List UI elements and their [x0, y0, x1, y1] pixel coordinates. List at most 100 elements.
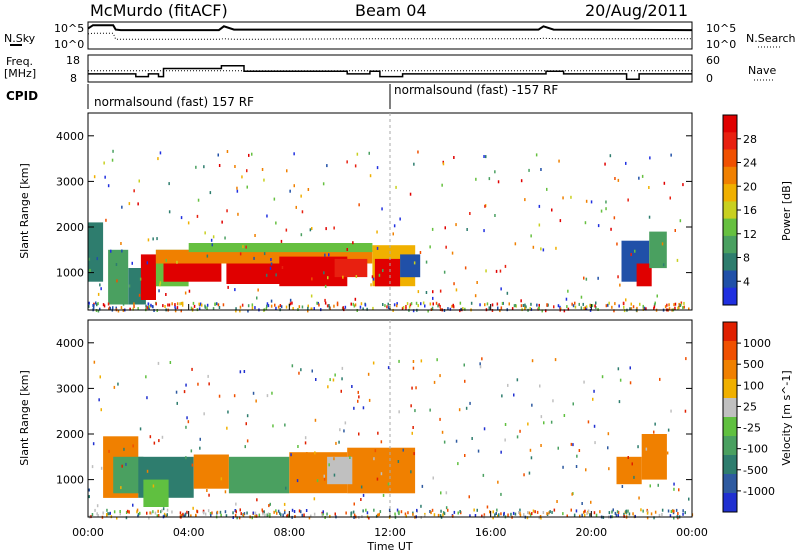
power-speckle — [139, 277, 142, 281]
velocity-ground-scatter — [507, 513, 509, 517]
power-ground-scatter — [336, 303, 339, 307]
velocity-ground-scatter — [492, 510, 494, 514]
velocity-xtick-label: 00:00 — [676, 526, 708, 539]
power-ground-scatter — [497, 306, 499, 310]
power-ground-scatter — [642, 304, 644, 308]
power-speckle — [500, 287, 502, 291]
velocity-speckle — [199, 437, 201, 441]
power-speckle — [120, 242, 122, 245]
nave-tick-top: 60 — [706, 54, 720, 67]
power-ground-scatter — [336, 301, 339, 305]
power-speckle — [269, 266, 272, 270]
power-ground-scatter — [402, 306, 405, 309]
power-ground-scatter — [352, 302, 354, 306]
power-speckle — [580, 295, 583, 299]
velocity-ground-scatter — [368, 516, 370, 520]
power-speckle — [224, 236, 226, 240]
power-ground-scatter — [235, 309, 237, 313]
power-speckle — [439, 289, 442, 293]
velocity-speckle — [132, 444, 134, 448]
velocity-speckle — [304, 441, 307, 445]
velocity-speckle — [153, 441, 156, 445]
velocity-ground-scatter — [298, 509, 301, 513]
velocity-speckle — [362, 493, 365, 497]
velocity-ground-scatter — [551, 510, 553, 514]
velocity-ytick-label: 4000 — [56, 337, 84, 350]
velocity-speckle — [585, 468, 587, 472]
power-speckle — [376, 166, 379, 170]
velocity-speckle — [218, 394, 221, 398]
power-speckle — [265, 273, 268, 277]
velocity-speckle — [340, 389, 342, 393]
velocity-ground-scatter — [106, 508, 108, 512]
power-speckle — [301, 210, 304, 214]
power-speckle — [455, 223, 457, 227]
velocity-speckle — [372, 361, 375, 365]
velocity-speckle — [678, 488, 680, 492]
velocity-speckle — [429, 408, 431, 412]
power-ground-scatter — [241, 303, 244, 307]
velocity-speckle — [108, 449, 110, 453]
power-ground-scatter — [460, 307, 462, 311]
velocity-ground-scatter — [146, 511, 148, 515]
power-ground-scatter — [452, 303, 454, 307]
power-speckle — [371, 275, 374, 279]
velocity-speckle — [191, 463, 194, 467]
power-ground-scatter — [607, 303, 609, 307]
velocity-ground-scatter — [489, 510, 491, 514]
power-ground-scatter — [359, 305, 362, 309]
freq-unit-label: [MHz] — [4, 67, 36, 80]
velocity-ground-scatter — [377, 513, 379, 517]
velocity-speckle — [208, 382, 210, 386]
power-speckle — [187, 221, 190, 225]
velocity-ground-scatter — [632, 512, 634, 516]
power-speckle — [425, 291, 428, 294]
power-ground-scatter — [168, 303, 171, 307]
power-ground-scatter — [393, 303, 396, 307]
power-speckle — [253, 256, 255, 260]
velocity-speckle — [420, 359, 423, 363]
power-speckle — [97, 292, 100, 296]
cpid-label: CPID — [6, 89, 38, 103]
power-speckle — [307, 188, 310, 191]
velocity-ground-scatter — [498, 513, 500, 517]
power-ground-scatter — [266, 302, 269, 306]
power-speckle — [165, 258, 167, 262]
velocity-ground-scatter — [634, 514, 636, 518]
power-ground-scatter — [307, 309, 309, 313]
velocity-speckle — [162, 507, 165, 511]
power-speckle — [466, 228, 468, 231]
velocity-speckle — [572, 443, 574, 447]
power-ground-scatter — [167, 303, 169, 307]
velocity-speckle — [271, 391, 273, 395]
velocity-ground-scatter — [202, 509, 205, 513]
velocity-speckle — [199, 446, 201, 450]
velocity-ground-scatter — [553, 508, 556, 512]
power-ground-scatter — [654, 301, 656, 305]
velocity-ground-scatter — [429, 510, 431, 513]
velocity-ground-scatter — [126, 509, 129, 513]
power-speckle — [159, 283, 161, 287]
power-region-14 — [400, 254, 421, 278]
power-ground-scatter — [530, 307, 533, 311]
power-speckle — [168, 182, 170, 186]
velocity-speckle — [629, 381, 632, 385]
power-speckle — [310, 294, 313, 298]
power-colorbar-segment — [723, 287, 737, 306]
velocity-ground-scatter — [494, 513, 496, 517]
velocity-ground-scatter — [404, 512, 407, 516]
power-speckle — [354, 164, 357, 168]
power-ground-scatter — [198, 302, 200, 306]
velocity-ground-scatter — [608, 511, 611, 515]
power-speckle — [617, 178, 620, 182]
power-speckle — [111, 158, 114, 162]
velocity-ground-scatter — [617, 511, 620, 514]
power-speckle — [327, 276, 329, 280]
power-speckle — [669, 196, 671, 200]
power-panel: Slant Range [km] 1000 2000 3000 4000 28 24 20… — [18, 112, 793, 313]
power-speckle — [475, 177, 477, 181]
power-speckle — [273, 197, 276, 201]
power-ground-scatter — [301, 305, 304, 309]
velocity-speckle — [297, 445, 299, 448]
power-speckle — [245, 245, 247, 249]
